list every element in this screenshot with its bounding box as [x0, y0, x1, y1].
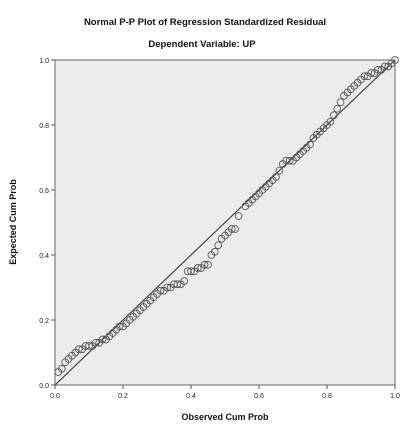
data-point	[275, 166, 284, 175]
y-tick-label: 0.2	[39, 318, 49, 325]
data-point	[200, 260, 209, 269]
data-point	[227, 225, 236, 233]
x-tick-label: 0.6	[254, 393, 264, 400]
data-points	[54, 56, 399, 376]
data-point	[57, 364, 66, 373]
data-point	[91, 338, 100, 347]
x-axis: 0.0 0.2 0.4 0.6 0.8 1.0	[50, 385, 400, 400]
x-axis-label: Observed Cum Prob	[181, 412, 269, 422]
data-point	[360, 72, 369, 81]
y-axis-label: Expected Cum Prob	[8, 179, 18, 265]
data-point	[374, 65, 382, 74]
y-tick-label: 0.4	[39, 253, 49, 260]
x-tick-label: 0.0	[50, 393, 60, 400]
data-point	[367, 69, 376, 77]
chart-subtitle: Dependent Variable: UP	[148, 39, 256, 50]
data-point	[391, 56, 399, 64]
data-point	[272, 173, 280, 181]
data-point	[306, 140, 314, 149]
data-point	[193, 264, 202, 272]
y-tick-label: 0.8	[39, 123, 49, 130]
data-point	[214, 241, 223, 250]
y-tick-label: 1.0	[39, 58, 49, 65]
data-point	[285, 156, 294, 165]
data-point	[231, 225, 240, 233]
data-point	[156, 286, 165, 295]
data-point	[204, 260, 212, 269]
data-point	[234, 212, 243, 220]
data-point	[326, 117, 335, 126]
chart-title: Normal P-P Plot of Regression Standardiz…	[84, 17, 326, 28]
data-point	[380, 62, 389, 71]
x-tick-label: 0.4	[186, 393, 196, 400]
data-point	[187, 267, 195, 276]
data-point	[98, 335, 107, 344]
y-axis: 0.0 0.2 0.4 0.6 0.8 1.0	[39, 58, 55, 390]
data-point	[333, 104, 342, 113]
y-tick-label: 0.0	[39, 383, 49, 390]
data-point	[173, 280, 182, 289]
data-point	[210, 247, 219, 256]
x-tick-label: 0.8	[322, 393, 332, 400]
data-point	[180, 277, 189, 285]
data-point	[163, 283, 172, 292]
data-point	[329, 111, 338, 120]
x-tick-label: 0.2	[118, 393, 128, 400]
data-point	[74, 345, 83, 354]
y-tick-label: 0.6	[39, 188, 49, 195]
data-point	[85, 342, 93, 350]
data-point	[115, 322, 124, 331]
x-tick-label: 1.0	[390, 393, 400, 400]
reference-line	[54, 59, 396, 386]
data-point	[336, 98, 345, 107]
